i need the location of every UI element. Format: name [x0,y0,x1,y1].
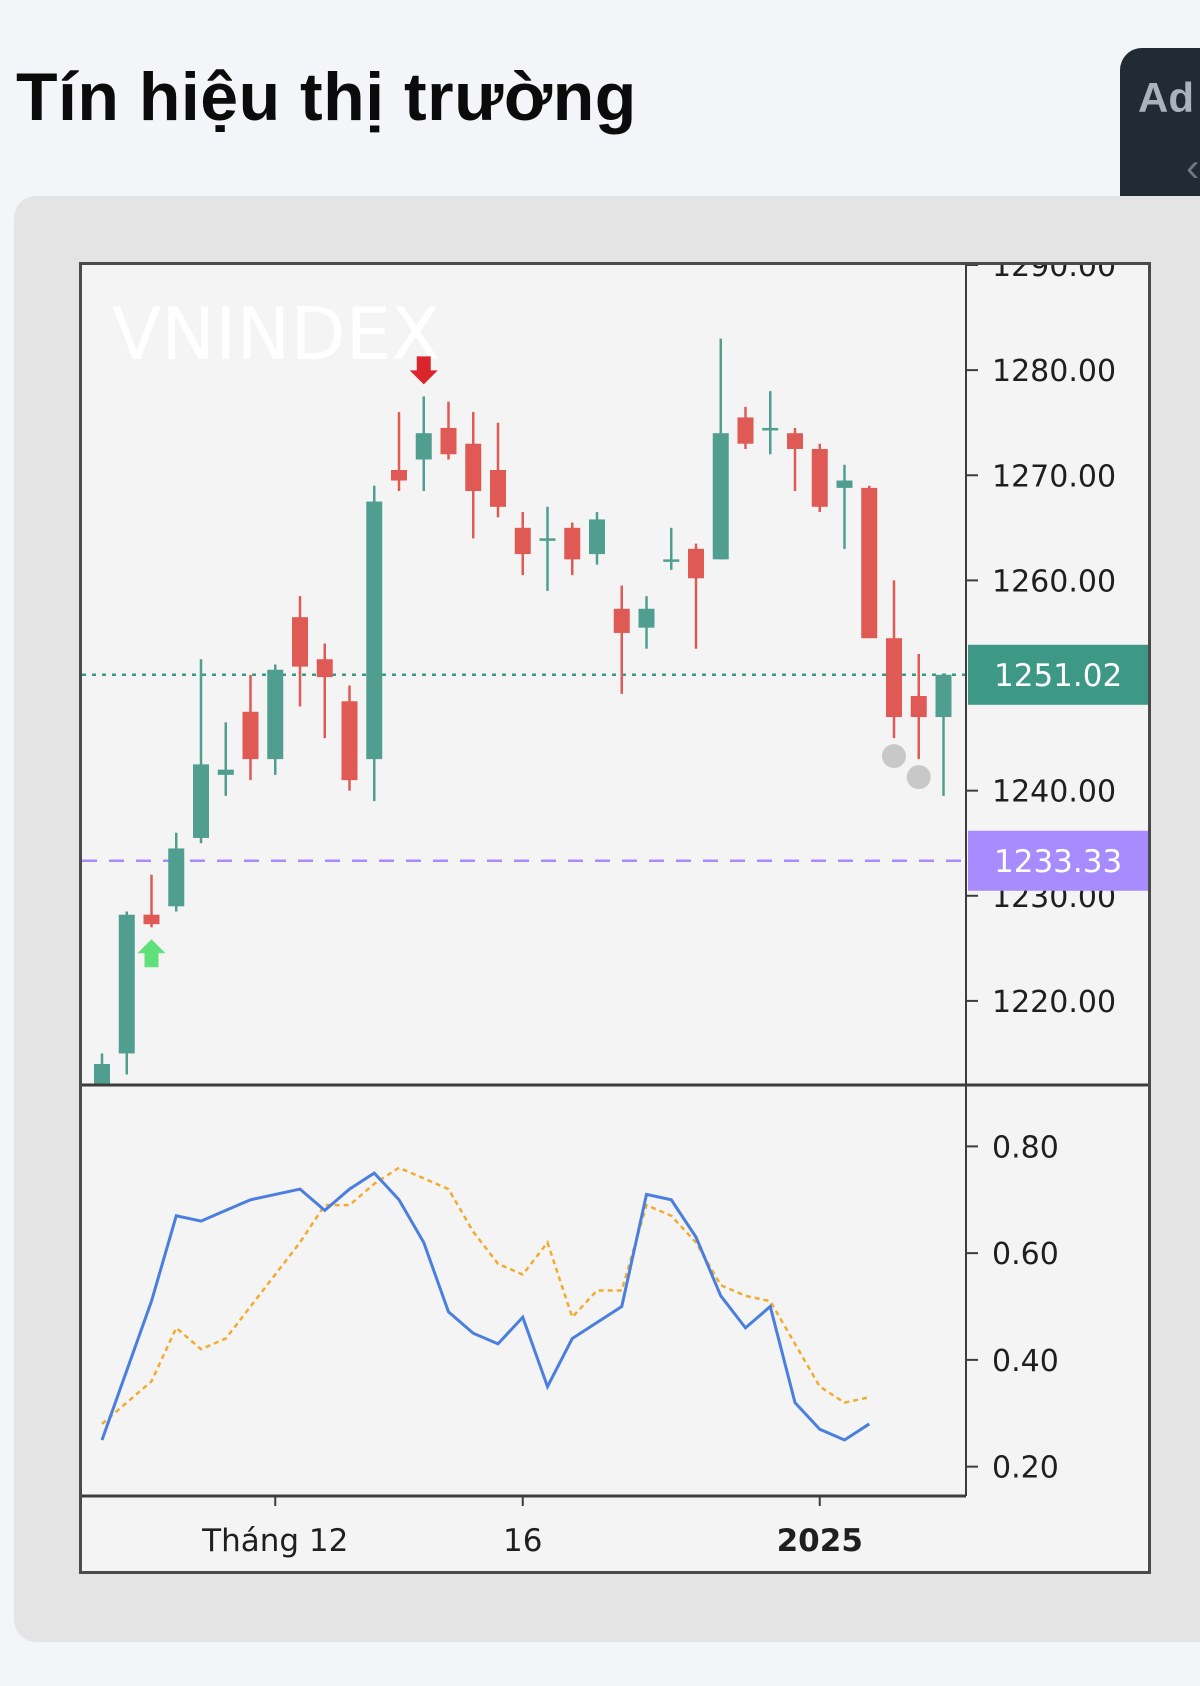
candle-body [391,470,407,481]
arrow-down-icon [409,356,438,385]
page-title: Tín hiệu thị trường [16,59,637,135]
arrow-up-icon [137,939,166,968]
candle-body [490,470,506,507]
candle-body [267,669,284,760]
candle-body [539,538,556,541]
candle-body [465,443,482,492]
time-label: 16 [503,1523,542,1559]
level-badge [968,830,1148,891]
candle-body [118,914,135,1054]
grid-layer [82,673,966,863]
candle-body [143,914,160,925]
dot-marker [882,744,906,769]
price-tick-label: 1270.00 [992,459,1116,494]
candle-body [341,701,358,781]
osc-tick-label: 0.40 [992,1344,1059,1379]
candle-body [514,527,531,555]
time-label: Tháng 12 [201,1523,348,1559]
candle-body [440,427,457,455]
candle-body [242,711,259,760]
price-tick-label: 1260.00 [992,564,1116,599]
candle-body [168,848,185,907]
candle-body [94,1063,110,1085]
ad-label: Ad [1138,74,1194,121]
candle-body [910,696,927,718]
price-tick-label: 1280.00 [992,354,1116,389]
candle-body [935,674,952,718]
last-price-label: 1251.02 [994,658,1122,694]
candles-layer [94,338,952,1085]
candle-body [613,608,630,633]
candle-body [638,608,655,628]
candle-body [193,764,209,838]
vnindex-chart[interactable]: VNINDEX 1290.001280.001270.001260.001240… [82,265,1148,1571]
time-label: 2025 [777,1523,863,1559]
stoch-d-line [101,1166,870,1425]
last-price-badge [968,644,1148,705]
price-tick-label: 1290.00 [992,265,1116,284]
candle-body [737,417,754,444]
candle-body [589,519,605,555]
stoch-k-line [100,1171,871,1442]
axes-layer: 1290.001280.001270.001260.001240.001230.… [82,265,1148,1571]
price-tick-label: 1220.00 [992,985,1116,1020]
candle-body [564,527,581,560]
candle-body [316,659,333,678]
candle-body [712,433,729,560]
level-label: 1233.33 [994,844,1122,880]
candle-body [217,769,234,775]
candle-body [762,427,779,431]
osc-tick-label: 0.80 [992,1130,1059,1165]
candle-body [663,559,680,562]
candle-body [688,548,704,579]
symbol-watermark: VNINDEX [112,292,440,376]
chevron-left-icon[interactable]: ‹ [1186,146,1200,190]
osc-tick-label: 0.20 [992,1451,1059,1486]
dot-marker [906,765,931,790]
candle-body [366,501,383,760]
candle-body [886,638,902,718]
axis-corner [967,1497,1148,1571]
osc-tick-label: 0.60 [992,1237,1059,1272]
candle-body [292,617,308,667]
candle-body [836,480,853,488]
price-tick-label: 1240.00 [992,775,1116,810]
oscillator-layer [100,1166,871,1442]
candle-body [811,448,828,507]
chart-container[interactable]: VNINDEX 1290.00 1280.00 1270.00 1260.00 1240… [79,262,1151,1574]
candle-body [415,433,432,460]
candle-body [861,487,878,639]
ad-badge[interactable]: Ad ‹ [1120,48,1200,224]
candle-body [787,433,803,449]
